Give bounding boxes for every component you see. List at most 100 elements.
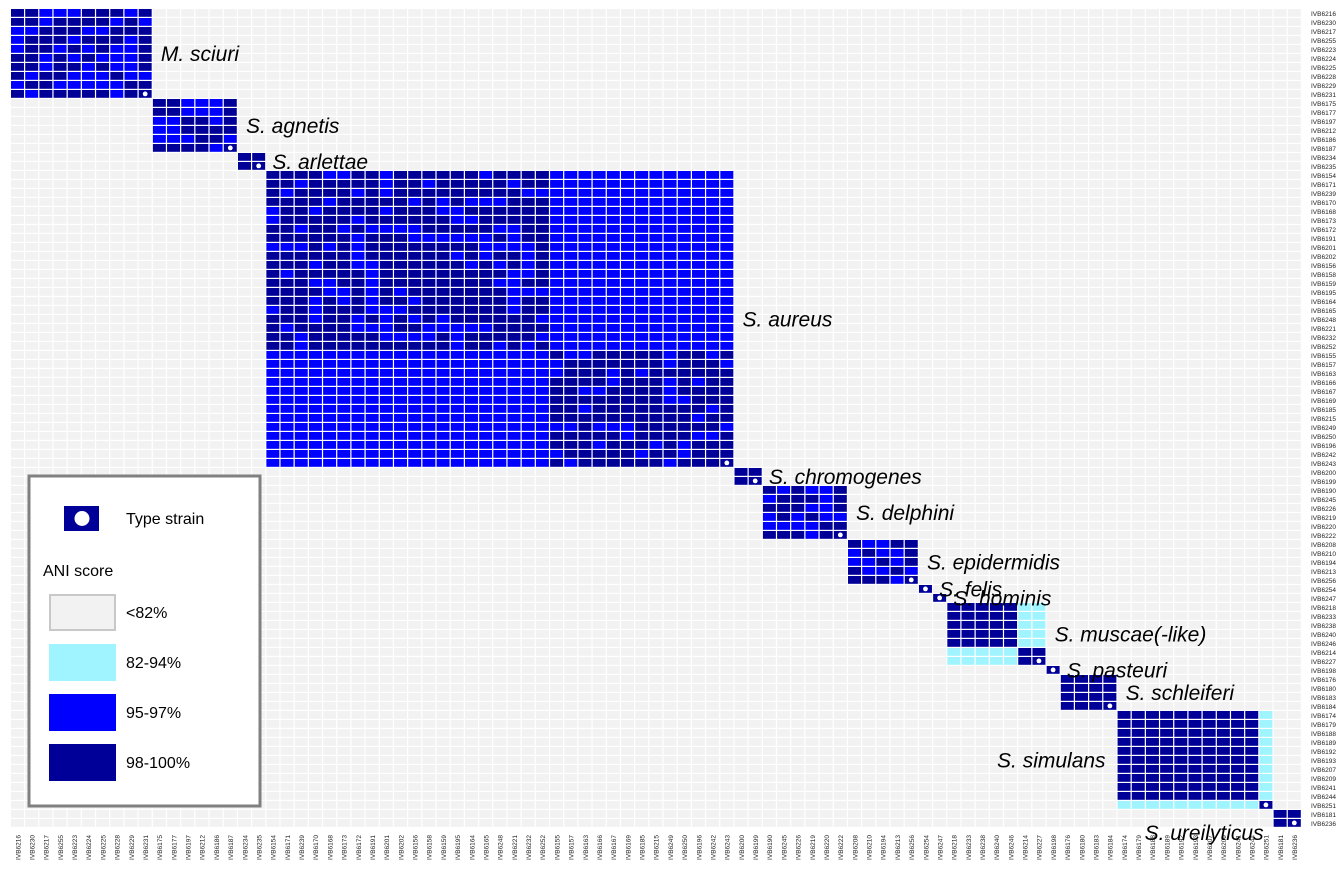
heatmap-cell — [11, 324, 24, 332]
heatmap-cell — [81, 198, 95, 206]
heatmap-cell — [578, 153, 592, 161]
heatmap-cell — [25, 153, 39, 161]
heatmap-cell — [1103, 126, 1117, 134]
heatmap-cell — [337, 189, 351, 197]
heatmap-cell — [25, 279, 39, 287]
heatmap-cell — [25, 162, 39, 170]
heatmap-cell — [1075, 342, 1088, 350]
heatmap-cell — [237, 207, 251, 215]
heatmap-cell — [706, 63, 720, 71]
heatmap-cell — [848, 198, 862, 206]
heatmap-cell — [819, 108, 833, 116]
heatmap-cell — [1174, 252, 1188, 260]
heatmap-cell — [195, 45, 209, 53]
heatmap-cell — [876, 99, 890, 107]
heatmap-cell — [762, 342, 776, 350]
heatmap-cell — [167, 396, 181, 404]
heatmap-cell — [1231, 81, 1245, 89]
heatmap-cell — [39, 441, 53, 449]
heatmap-cell — [1174, 54, 1188, 62]
heatmap-cell — [535, 450, 549, 458]
heatmap-cell — [379, 207, 393, 215]
heatmap-cell — [876, 342, 890, 350]
heatmap-cell — [621, 27, 635, 35]
heatmap-cell — [394, 360, 408, 368]
heatmap-cell — [167, 63, 181, 71]
heatmap-cell — [706, 252, 720, 260]
heatmap-cell — [53, 135, 67, 143]
heatmap-cell — [53, 198, 67, 206]
heatmap-cell — [308, 297, 322, 305]
heatmap-cell — [989, 261, 1003, 269]
heatmap-cell — [1216, 180, 1230, 188]
heatmap-cell — [521, 243, 535, 251]
heatmap-cell — [777, 225, 791, 233]
heatmap-cell — [209, 216, 223, 224]
heatmap-cell — [181, 288, 195, 296]
heatmap-cell — [663, 18, 677, 26]
heatmap-cell — [323, 198, 337, 206]
heatmap-cell — [365, 144, 379, 152]
heatmap-cell — [266, 9, 280, 17]
heatmap-cell — [1245, 261, 1259, 269]
heatmap-cell — [876, 414, 890, 422]
heatmap-cell — [649, 117, 663, 125]
heatmap-cell — [308, 216, 322, 224]
heatmap-cell — [464, 477, 478, 485]
heatmap-cell — [706, 18, 720, 26]
heatmap-cell — [223, 99, 237, 107]
heatmap-cell — [621, 486, 635, 494]
heatmap-cell — [521, 468, 535, 476]
heatmap-cell — [833, 279, 847, 287]
heatmap-cell — [110, 72, 124, 80]
heatmap-cell — [181, 252, 195, 260]
heatmap-cell — [1046, 9, 1060, 17]
heatmap-cell — [819, 189, 833, 197]
heatmap-cell — [1273, 486, 1287, 494]
heatmap-cell — [550, 216, 564, 224]
heatmap-cell — [635, 99, 649, 107]
heatmap-cell — [621, 72, 635, 80]
heatmap-cell — [67, 207, 81, 215]
heatmap-cell — [436, 405, 450, 413]
heatmap-cell — [1060, 270, 1074, 278]
heatmap-cell — [904, 198, 918, 206]
heatmap-cell — [890, 468, 904, 476]
heatmap-cell — [223, 423, 237, 431]
heatmap-cell — [989, 288, 1003, 296]
heatmap-cell — [365, 189, 379, 197]
heatmap-cell — [67, 180, 81, 188]
heatmap-cell — [833, 189, 847, 197]
heatmap-cell — [1259, 423, 1273, 431]
heatmap-cell — [890, 306, 904, 314]
heatmap-cell — [1131, 387, 1145, 395]
heatmap-cell — [351, 81, 365, 89]
heatmap-cell — [1060, 495, 1074, 503]
heatmap-cell — [237, 117, 251, 125]
heatmap-cell — [479, 423, 493, 431]
heatmap-cell — [408, 144, 422, 152]
heatmap-cell — [1046, 306, 1060, 314]
heatmap-cell — [961, 315, 975, 323]
heatmap-cell — [1245, 423, 1259, 431]
heatmap-cell — [351, 180, 365, 188]
heatmap-cell — [493, 351, 507, 359]
heatmap-cell — [237, 45, 251, 53]
heatmap-cell — [961, 477, 975, 485]
heatmap-cell — [890, 360, 904, 368]
heatmap-cell — [762, 459, 776, 467]
heatmap-cell — [933, 99, 947, 107]
heatmap-cell — [308, 198, 322, 206]
heatmap-cell — [663, 351, 677, 359]
heatmap-cell — [53, 63, 67, 71]
heatmap-cell — [280, 288, 294, 296]
heatmap-cell — [1060, 315, 1074, 323]
heatmap-cell — [606, 360, 620, 368]
heatmap-cell — [237, 171, 251, 179]
heatmap-cell — [1231, 414, 1245, 422]
heatmap-cell — [1202, 117, 1216, 125]
heatmap-cell — [110, 306, 124, 314]
heatmap-cell — [1145, 477, 1159, 485]
heatmap-cell — [110, 189, 124, 197]
heatmap-cell — [422, 171, 436, 179]
